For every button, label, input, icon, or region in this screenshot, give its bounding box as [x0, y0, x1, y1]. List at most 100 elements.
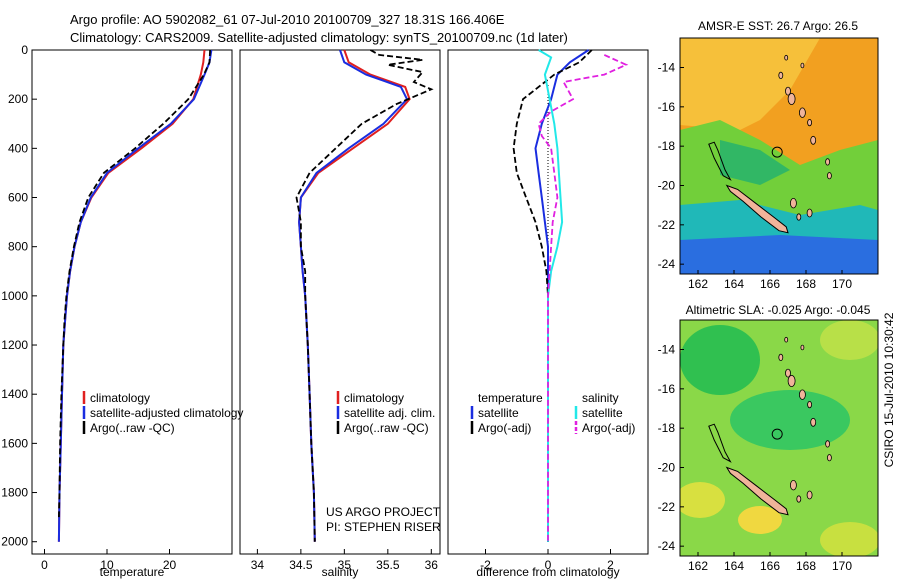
- y-tick-label: 1000: [1, 289, 28, 303]
- sla-high-patch-2: [680, 482, 725, 518]
- y-tick-label: 2000: [1, 535, 28, 549]
- y-tick-label: 0: [21, 43, 28, 57]
- sla-low-patch-1: [680, 325, 760, 395]
- y-tick-label: 1600: [1, 436, 28, 450]
- map-y-tick-label: -16: [658, 382, 676, 396]
- x-tick-label: 20: [163, 558, 177, 572]
- difference-axis-ticks: -2 0 2: [480, 549, 614, 572]
- series-line-temperature-argo-adj-: [512, 49, 593, 542]
- title-line-2: Climatology: CARS2009. Satellite-adjuste…: [70, 30, 568, 45]
- legend-label-climatology: climatology: [344, 391, 404, 405]
- sst-land: [708, 54, 832, 234]
- legend-label-satellite: satellite adj. clim.: [344, 406, 435, 420]
- sst-map-panel: AMSR-E SST: 26.7 Argo: 26.5 162 164 166 168…: [658, 19, 879, 291]
- sla-map-frame: [679, 319, 879, 557]
- salinity-axis-ticks: 34 34.5 35 35.5 36: [251, 549, 439, 572]
- salinity-legend: climatology satellite adj. clim. Argo(..…: [336, 391, 435, 435]
- x-tick-label: 36: [425, 558, 439, 572]
- island: [827, 172, 832, 180]
- map-x-tick-label: 164: [724, 277, 744, 291]
- island: [784, 336, 789, 343]
- map-y-tick-label: -18: [658, 421, 676, 435]
- sla-map-panel: Altimetric SLA: -0.025 Argo: -0.045 162 1…: [658, 303, 879, 573]
- legend-label-temp-satellite: satellite: [478, 406, 519, 420]
- temperature-legend: climatology satellite-adjusted climatolo…: [82, 391, 243, 435]
- profile-location-marker: [771, 146, 783, 158]
- sst-warm-patch: [680, 38, 820, 130]
- island: [807, 400, 812, 409]
- series-line-satellite-adj-clim-: [298, 49, 409, 542]
- island: [790, 197, 797, 209]
- map-x-tick-label: 166: [760, 559, 780, 573]
- series-line-argo-raw-qc-: [295, 49, 434, 542]
- difference-series: [512, 49, 629, 542]
- map-y-tick-label: -18: [658, 139, 676, 153]
- island: [799, 107, 806, 118]
- x-tick-label: 35.5: [376, 558, 400, 572]
- depth-axis-ticks: 0 200 400 600 800 1000 1200 1400 1600 1800 2000: [1, 43, 37, 549]
- map-x-tick-label: 164: [724, 559, 744, 573]
- sst-map-frame: [679, 37, 879, 275]
- temperature-frame: [31, 49, 233, 555]
- sla-high-patch-3: [738, 506, 782, 534]
- map-y-tick-label: -20: [658, 179, 676, 193]
- sla-map-title: Altimetric SLA: -0.025 Argo: -0.045: [686, 303, 871, 317]
- sla-field: [680, 320, 878, 556]
- map-y-tick-label: -14: [658, 343, 676, 357]
- map-y-tick-label: -22: [658, 218, 676, 232]
- new-caledonia-island: [725, 466, 789, 516]
- island: [807, 119, 812, 127]
- y-tick-label: 1200: [1, 338, 28, 352]
- series-line-salinity-argo-adj-: [537, 54, 629, 542]
- y-tick-label: 200: [8, 92, 28, 106]
- island: [778, 353, 784, 361]
- temperature-axis-ticks: 0 10 20: [41, 549, 176, 572]
- difference-panel: -2 0 2 difference from climatology tempera…: [447, 49, 649, 579]
- series-line-salinity-satellite: [538, 49, 564, 542]
- sst-field: [680, 38, 878, 274]
- island: [784, 54, 789, 61]
- island: [785, 368, 791, 378]
- y-tick-label: 600: [8, 191, 28, 205]
- salinity-series: [295, 49, 434, 542]
- temperature-series: [57, 49, 213, 542]
- series-line-climatology: [298, 49, 411, 542]
- temperature-xlabel: temperature: [100, 565, 165, 579]
- x-tick-label: 0: [545, 558, 552, 572]
- salinity-xlabel: salinity: [322, 565, 359, 579]
- legend-label-sal-satellite: satellite: [582, 406, 623, 420]
- salinity-panel: 34 34.5 35 35.5 36 salinity climatology sate…: [239, 49, 441, 579]
- map-x-tick-label: 168: [796, 559, 816, 573]
- new-caledonia-island: [725, 184, 789, 234]
- map-y-tick-label: -20: [658, 461, 676, 475]
- credit-label: CSIRO 15-Jul-2010 10:30:42: [882, 312, 896, 467]
- sla-low-patch-2: [730, 390, 850, 450]
- title-line-1: Argo profile: AO 5902082_61 07-Jul-2010 …: [70, 12, 505, 27]
- island: [827, 454, 832, 462]
- salinity-frame: [239, 49, 441, 555]
- sla-high-patch-4: [820, 522, 878, 556]
- legend-label-climatology: climatology: [90, 391, 150, 405]
- map-x-tick-label: 170: [832, 277, 852, 291]
- map-y-tick-label: -22: [658, 500, 676, 514]
- legend-label-satellite: satellite-adjusted climatology: [90, 406, 243, 420]
- map-x-tick-label: 168: [796, 277, 816, 291]
- island: [785, 86, 791, 96]
- sla-land: [708, 336, 832, 516]
- legend-title-temperature: temperature: [478, 391, 543, 405]
- island: [787, 374, 796, 387]
- x-tick-label: 34: [251, 558, 265, 572]
- map-y-tick-label: -14: [658, 61, 676, 75]
- legend-label-argo: Argo(..raw -QC): [90, 421, 175, 435]
- sst-map-title: AMSR-E SST: 26.7 Argo: 26.5: [698, 19, 858, 33]
- island: [806, 490, 813, 500]
- sst-cold-zone: [680, 235, 878, 274]
- island: [800, 344, 805, 351]
- x-tick-label: -2: [480, 558, 491, 572]
- profile-location-marker: [771, 428, 783, 440]
- x-tick-label: 34.5: [289, 558, 313, 572]
- island: [825, 158, 830, 166]
- map-y-tick-label: -24: [658, 539, 676, 553]
- series-line-argo-raw-qc-: [58, 49, 211, 518]
